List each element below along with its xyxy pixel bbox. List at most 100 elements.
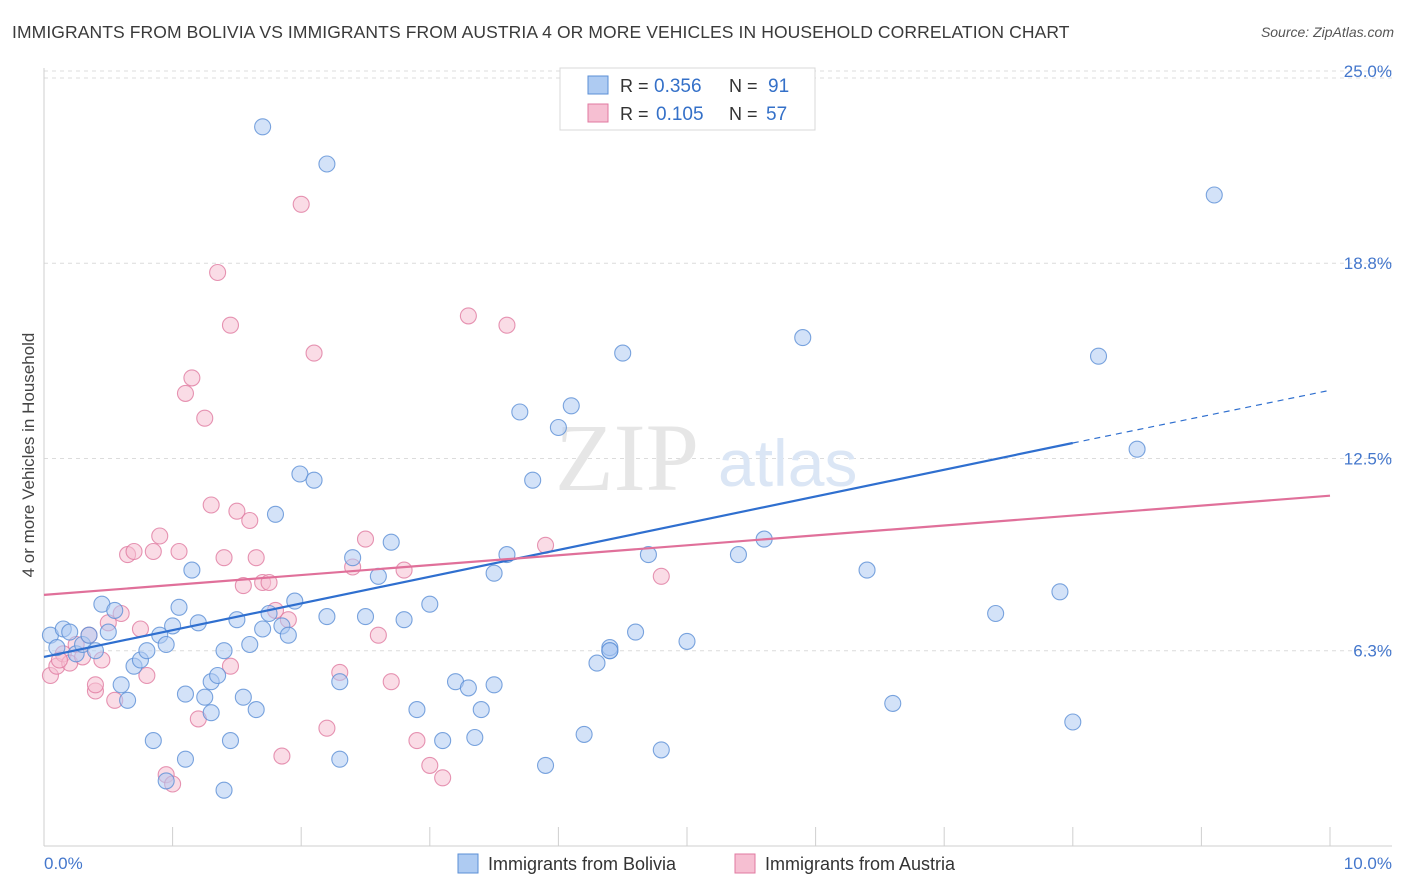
x-tick-label-max: 10.0% bbox=[1344, 854, 1392, 873]
data-point-austria bbox=[273, 747, 291, 765]
x-tick-label-min: 0.0% bbox=[44, 854, 83, 873]
data-point-austria bbox=[221, 316, 240, 334]
data-point-austria bbox=[86, 676, 104, 694]
data-point-austria bbox=[183, 369, 201, 387]
data-point-bolivia bbox=[344, 549, 362, 567]
data-point-bolivia bbox=[138, 642, 156, 660]
series-bolivia bbox=[41, 118, 1223, 799]
data-point-austria bbox=[196, 409, 214, 427]
data-point-bolivia bbox=[119, 691, 137, 709]
data-point-bolivia bbox=[408, 701, 426, 719]
y-tick-labels: 6.3% 12.5% 18.8% 25.0% bbox=[1344, 62, 1392, 661]
data-point-austria bbox=[144, 542, 162, 561]
data-point-bolivia bbox=[99, 623, 117, 641]
data-point-austria bbox=[498, 316, 516, 334]
data-point-austria bbox=[652, 567, 670, 585]
data-point-bolivia bbox=[291, 465, 309, 483]
data-point-bolivia bbox=[614, 344, 632, 362]
data-point-austria bbox=[151, 527, 169, 545]
data-point-bolivia bbox=[228, 611, 246, 629]
data-point-bolivia bbox=[176, 685, 195, 703]
data-point-bolivia bbox=[434, 732, 452, 750]
stats-n-value-bolivia: 91 bbox=[768, 76, 789, 97]
data-point-bolivia bbox=[652, 741, 670, 759]
data-point-bolivia bbox=[183, 561, 201, 579]
data-point-bolivia bbox=[247, 701, 265, 719]
legend-label-austria: Immigrants from Austria bbox=[765, 854, 956, 874]
data-point-bolivia bbox=[639, 546, 657, 564]
data-point-bolivia bbox=[794, 329, 812, 347]
data-point-austria bbox=[176, 384, 195, 402]
data-point-bolivia bbox=[627, 623, 645, 641]
data-point-bolivia bbox=[209, 666, 227, 685]
watermark-zip: ZIP bbox=[555, 404, 699, 511]
data-point-bolivia bbox=[112, 676, 130, 694]
stats-legend: R = 0.356 N = 91 R = 0.105 N = 57 bbox=[559, 67, 816, 131]
data-point-austria bbox=[318, 719, 336, 737]
stats-r-value-bolivia: 0.356 bbox=[654, 76, 702, 97]
data-point-austria bbox=[247, 549, 265, 567]
watermark: ZIP atlas bbox=[555, 404, 857, 511]
data-point-austria bbox=[369, 626, 387, 644]
legend-label-bolivia: Immigrants from Bolivia bbox=[488, 854, 677, 874]
data-point-bolivia bbox=[305, 471, 323, 489]
data-point-bolivia bbox=[524, 471, 542, 489]
data-point-bolivia bbox=[382, 533, 400, 551]
chart-title: IMMIGRANTS FROM BOLIVIA VS IMMIGRANTS FR… bbox=[12, 22, 1070, 42]
data-point-bolivia bbox=[144, 732, 162, 750]
data-point-bolivia bbox=[472, 701, 490, 719]
data-point-austria bbox=[215, 549, 233, 567]
data-point-bolivia bbox=[331, 673, 349, 691]
data-point-bolivia bbox=[48, 639, 66, 657]
data-point-bolivia bbox=[511, 403, 529, 421]
trend-line-bolivia bbox=[43, 441, 1074, 658]
data-point-austria bbox=[228, 502, 246, 520]
data-point-austria bbox=[138, 666, 156, 685]
trend-line-bolivia-extension bbox=[1072, 389, 1331, 444]
data-point-bolivia bbox=[157, 635, 175, 654]
data-point-bolivia bbox=[485, 676, 503, 694]
legend-swatch-austria bbox=[734, 853, 756, 874]
data-point-bolivia bbox=[215, 642, 233, 660]
data-point-bolivia bbox=[331, 750, 349, 768]
data-point-bolivia bbox=[459, 679, 477, 697]
data-point-bolivia bbox=[356, 608, 375, 626]
data-point-bolivia bbox=[421, 595, 439, 613]
bottom-legend: Immigrants from Bolivia Immigrants from … bbox=[457, 853, 956, 874]
axes bbox=[43, 68, 1392, 847]
data-point-austria bbox=[459, 307, 477, 325]
data-point-bolivia bbox=[369, 567, 387, 585]
data-point-austria bbox=[241, 511, 259, 530]
data-point-bolivia bbox=[987, 604, 1005, 623]
y-tick-label: 25.0% bbox=[1344, 62, 1392, 81]
data-point-austria bbox=[170, 542, 188, 561]
data-point-austria bbox=[209, 263, 227, 282]
stats-n-label-bolivia: N = bbox=[729, 76, 758, 96]
stats-r-value-austria: 0.105 bbox=[656, 104, 704, 125]
data-point-austria bbox=[305, 344, 323, 362]
stats-r-label-bolivia: R = bbox=[620, 76, 649, 96]
stats-n-label-austria: N = bbox=[729, 104, 758, 124]
stats-r-label-austria: R = bbox=[620, 104, 649, 124]
grid-lines bbox=[44, 70, 1392, 652]
y-axis-label: 4 or more Vehicles in Household bbox=[19, 333, 38, 578]
data-point-austria bbox=[292, 195, 310, 213]
data-point-austria bbox=[408, 732, 426, 750]
legend-swatch-bolivia bbox=[457, 853, 479, 874]
data-point-bolivia bbox=[1064, 713, 1082, 731]
data-point-austria bbox=[202, 496, 220, 514]
data-point-bolivia bbox=[601, 642, 619, 660]
data-point-bolivia bbox=[234, 688, 252, 706]
data-point-bolivia bbox=[266, 505, 285, 523]
data-point-bolivia bbox=[678, 632, 696, 650]
data-point-bolivia bbox=[202, 704, 220, 722]
data-point-bolivia bbox=[170, 598, 188, 616]
data-point-bolivia bbox=[157, 772, 175, 790]
data-point-bolivia bbox=[196, 688, 214, 706]
stats-legend-swatch-austria bbox=[587, 103, 609, 123]
y-tick-label: 18.8% bbox=[1344, 254, 1392, 273]
data-point-bolivia bbox=[729, 546, 747, 564]
data-point-austria bbox=[434, 769, 452, 787]
data-point-austria bbox=[125, 542, 143, 561]
